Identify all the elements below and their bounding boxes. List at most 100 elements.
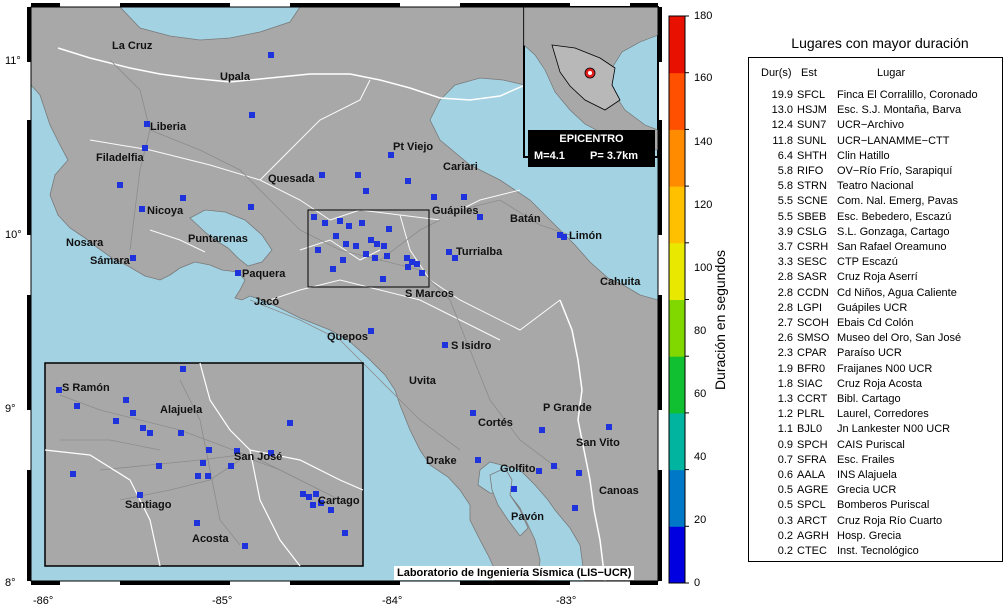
- station-marker: [322, 220, 328, 226]
- station-marker: [539, 427, 545, 433]
- station-marker: [355, 172, 361, 178]
- station-marker: [431, 194, 437, 200]
- city-label: Quesada: [268, 173, 315, 185]
- city-label: San Vito: [576, 437, 620, 449]
- station-marker: [561, 234, 567, 240]
- inset-city-label: Santiago: [125, 499, 172, 511]
- table-cell-est: RIFO: [797, 165, 824, 177]
- table-cell-est: SCNE: [797, 195, 828, 208]
- inset-roads: [59, 379, 341, 546]
- table-cell-dur: 1.3: [777, 393, 793, 405]
- station-marker: [363, 188, 369, 194]
- station-marker: [242, 543, 248, 549]
- city-label: Cahuita: [600, 276, 641, 288]
- table-cell-lugar: Laurel, Corredores: [837, 408, 929, 421]
- colorbar-segment: [669, 299, 685, 357]
- station-marker: [381, 243, 387, 249]
- city-label: Turrialba: [456, 246, 503, 258]
- table-cell-lugar: Fraijanes N00 UCR: [837, 362, 933, 375]
- header-dur: Dur(s): [761, 67, 792, 79]
- station-marker: [461, 194, 467, 200]
- table-cell-dur: 5.8: [777, 165, 793, 177]
- station-marker: [342, 530, 348, 536]
- city-label: Liberia: [150, 121, 187, 133]
- province-lines: [89, 79, 561, 341]
- table-cell-est: CTEC: [797, 545, 827, 557]
- table-cell-est: LGPI: [797, 301, 823, 314]
- station-marker: [206, 447, 212, 453]
- station-marker: [511, 486, 517, 492]
- table-cell-dur: 0.9: [777, 438, 793, 451]
- colorbar-tick: 20: [694, 514, 707, 526]
- table-cell-lugar: Esc. Bebedero, Escazú: [837, 210, 952, 223]
- city-label: Canoas: [599, 485, 639, 497]
- locator-cr: [551, 44, 621, 111]
- colorbar-tick: 120: [694, 199, 713, 211]
- table-cell-lugar: Cruz Roja Aserrí: [837, 271, 918, 284]
- station-marker: [268, 450, 274, 456]
- table-cell-est: BJL0: [797, 423, 823, 436]
- station-marker: [180, 195, 186, 201]
- x-tick-label: -85°: [212, 595, 233, 607]
- table-cell-lugar: Esc. S.J. Montaña, Barva: [837, 104, 962, 117]
- table-cell-dur: 12.4: [771, 119, 793, 132]
- table-cell-est: CCRT: [797, 393, 828, 405]
- table-cell-dur: 0.6: [777, 469, 793, 481]
- lab-credit: Laboratorio de Ingeniería Sísmica (LIS−U…: [394, 566, 635, 580]
- land-mass: [30, 6, 659, 582]
- inset-borders: [44, 362, 364, 567]
- table-cell-est: AALA: [797, 469, 826, 481]
- colorbar-segment: [669, 129, 685, 187]
- table-cell-est: SESC: [797, 256, 827, 269]
- epicenter-box: EPICENTRO M=4.1 P= 3.7km: [528, 130, 655, 167]
- station-marker: [442, 342, 448, 348]
- colorbar-segment: [669, 469, 685, 527]
- city-label: Quepos: [327, 331, 368, 343]
- table-cell-lugar: Com. Nal. Emerg, Pavas: [837, 195, 959, 208]
- golfo-dulce: [489, 467, 529, 537]
- table-cell-lugar: OV−Río Frío, Sarapiquí: [837, 165, 953, 177]
- station-marker: [194, 520, 200, 526]
- table-cell-dur: 0.5: [777, 499, 793, 512]
- table-cell-lugar: Cd Niños, Agua Caliente: [837, 286, 957, 299]
- station-marker: [536, 468, 542, 474]
- station-marker: [315, 247, 321, 253]
- city-label: Puntarenas: [188, 233, 248, 245]
- colorbar-tick: 180: [694, 10, 713, 22]
- city-label: Uvita: [409, 375, 436, 387]
- table-cell-lugar: Clin Hatillo: [837, 149, 890, 162]
- station-marker: [337, 218, 343, 224]
- inset-city-label: San José: [234, 451, 283, 463]
- table-cell-lugar: Esc. Frailes: [837, 453, 895, 466]
- table-cell-est: SUNL: [797, 134, 827, 147]
- station-marker: [368, 237, 374, 243]
- border-panama: [559, 299, 606, 582]
- inset-city-label: Cartago: [318, 495, 360, 507]
- table-cell-est: SUN7: [797, 119, 827, 132]
- station-marker: [386, 226, 392, 232]
- table-cell-dur: 1.8: [777, 377, 793, 390]
- table-cell-est: BFR0: [797, 362, 826, 375]
- station-marker: [475, 457, 481, 463]
- city-label: La Cruz: [112, 40, 153, 52]
- table-cell-est: PLRL: [797, 408, 825, 421]
- table-cell-dur: 0.7: [777, 453, 793, 466]
- station-marker: [313, 491, 319, 497]
- colorbar: [668, 15, 689, 584]
- table-cell-dur: 2.3: [777, 347, 793, 360]
- station-marker: [470, 410, 476, 416]
- table-cell-est: CSLG: [797, 225, 827, 238]
- table-cell-dur: 13.0: [771, 104, 793, 117]
- station-marker: [234, 448, 240, 454]
- table-cell-dur: 5.8: [777, 180, 793, 193]
- city-label: Cortés: [478, 417, 513, 429]
- city-label: Guápiles: [432, 205, 479, 217]
- table-cell-est: AGRH: [797, 529, 829, 542]
- station-marker: [606, 424, 612, 430]
- station-marker: [311, 214, 317, 220]
- station-marker: [205, 473, 211, 479]
- city-label: Golfito: [500, 463, 536, 475]
- table-cell-est: SIAC: [797, 377, 823, 390]
- table-cell-dur: 3.9: [777, 225, 793, 238]
- station-marker: [318, 500, 324, 506]
